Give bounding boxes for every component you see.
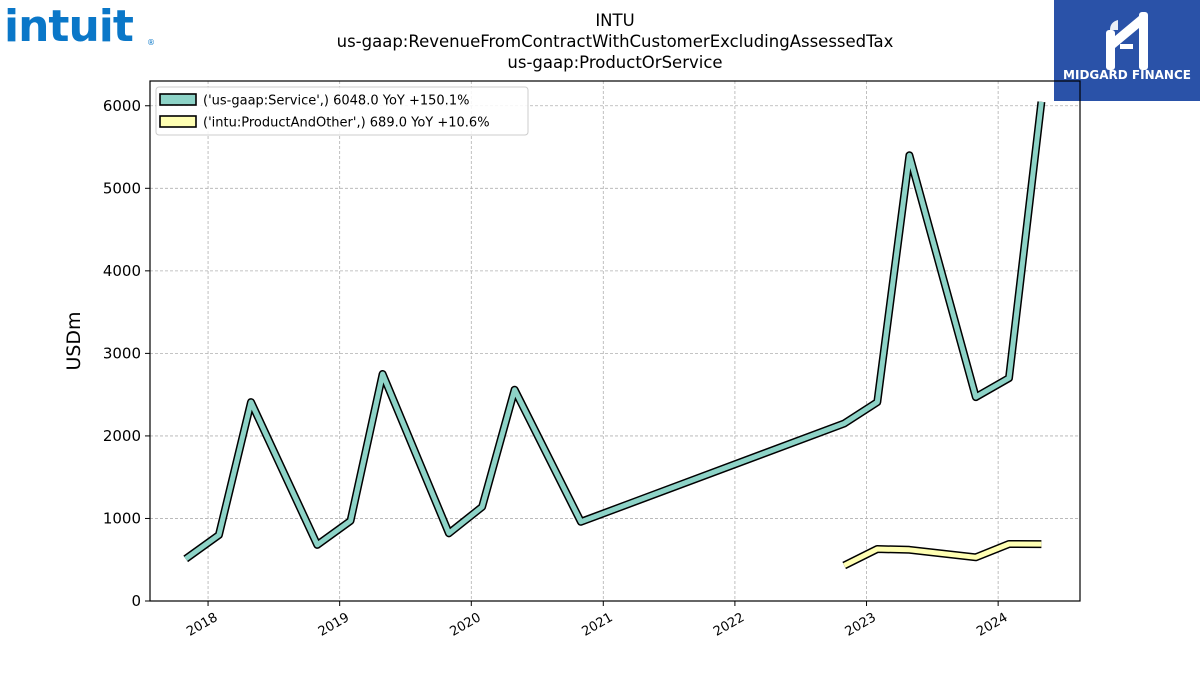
x-tick-label: 2022 [711, 610, 747, 640]
y-tick-label: 0 [131, 592, 141, 610]
legend-box [155, 86, 529, 136]
x-tick-label: 2023 [843, 610, 879, 640]
series-layer [183, 101, 1046, 570]
y-axis-label: USDm [63, 311, 85, 370]
axis-layer: 0 1000 2000 3000 4000 5000 6000 2018 2019 2020 202… [103, 97, 1011, 640]
chart-title-axis: us-gaap:ProductOrService [507, 53, 723, 72]
series-line-0 [184, 101, 1044, 561]
y-tick-label: 4000 [103, 262, 141, 280]
series-line-1 [843, 541, 1042, 568]
x-tick-label: 2018 [184, 610, 220, 640]
y-tick-label: 3000 [103, 344, 141, 362]
x-tick-label: 2019 [316, 610, 352, 640]
legend: ('us-gaap:Service',) 6048.0 YoY +150.1% (… [155, 86, 529, 136]
chart-title-block: INTU us-gaap:RevenueFromContractWithCust… [280, 10, 950, 73]
midgard-logo-text: MIDGARD FINANCE [1063, 68, 1191, 82]
x-tick-label: 2024 [974, 610, 1010, 640]
midgard-emblem-icon [1106, 12, 1148, 70]
x-tick-label: 2021 [579, 610, 615, 640]
y-tick-label: 5000 [103, 179, 141, 197]
chart-title-ticker: INTU [595, 11, 635, 30]
legend-swatch-1 [159, 115, 197, 128]
midgard-finance-logo: MIDGARD FINANCE [1054, 0, 1200, 101]
plot-frame [149, 80, 1081, 602]
x-tick-label: 2020 [447, 610, 483, 640]
legend-swatch-0 [159, 93, 197, 106]
legend-entry-1: ('intu:ProductAndOther',) 689.0 YoY +10.… [203, 116, 490, 131]
registered-mark: ® [147, 38, 155, 47]
y-tick-label: 2000 [103, 427, 141, 445]
y-tick-label: 1000 [103, 509, 141, 527]
legend-entry-0: ('us-gaap:Service',) 6048.0 YoY +150.1% [203, 94, 469, 109]
intuit-logo-text: intuit [4, 1, 134, 52]
y-tick-label: 6000 [103, 97, 141, 115]
intuit-logo: intuit ® [4, 1, 155, 52]
grid-layer [150, 81, 1080, 602]
chart-title-concept: us-gaap:RevenueFromContractWithCustomerE… [336, 32, 894, 51]
